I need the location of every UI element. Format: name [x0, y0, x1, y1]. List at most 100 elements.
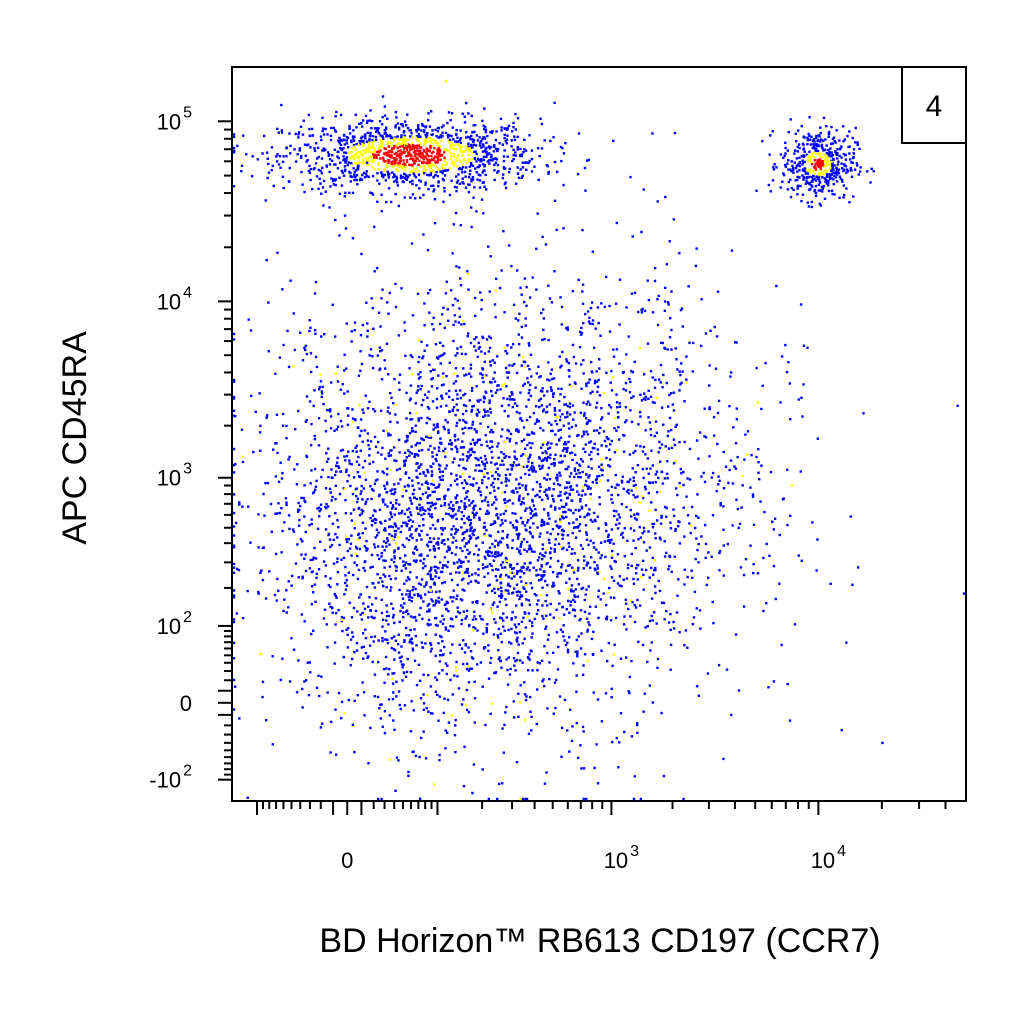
data-point — [845, 168, 849, 171]
data-point — [409, 513, 413, 517]
data-point — [640, 568, 644, 571]
data-point — [450, 443, 453, 446]
data-point — [649, 649, 652, 652]
data-point — [526, 433, 529, 436]
data-point — [306, 158, 309, 162]
data-point — [336, 425, 340, 428]
data-point — [740, 506, 743, 509]
data-point — [498, 474, 501, 477]
data-point — [738, 522, 742, 525]
data-point — [730, 713, 733, 717]
data-point — [507, 479, 510, 482]
data-point — [542, 617, 545, 620]
data-point — [381, 625, 384, 628]
data-point — [825, 182, 829, 185]
data-point — [498, 600, 502, 604]
data-point — [383, 487, 387, 490]
data-point — [410, 452, 414, 455]
data-point — [588, 612, 591, 615]
data-point — [281, 471, 284, 475]
data-point — [767, 183, 771, 187]
data-point — [396, 154, 399, 158]
data-point — [519, 147, 522, 151]
data-point — [535, 247, 538, 251]
data-point — [813, 140, 816, 143]
data-point — [393, 139, 396, 142]
data-point — [491, 130, 494, 133]
data-point — [232, 618, 236, 621]
data-point — [589, 487, 592, 490]
data-point — [404, 459, 408, 462]
data-point — [390, 149, 393, 152]
data-point — [485, 153, 489, 157]
data-point — [457, 143, 461, 146]
data-point — [798, 156, 801, 159]
data-point — [567, 361, 571, 365]
data-point — [460, 168, 464, 171]
data-point — [417, 128, 420, 131]
data-point — [524, 472, 527, 476]
data-point — [674, 425, 677, 429]
data-point — [369, 151, 373, 154]
data-point — [544, 627, 547, 631]
data-point — [431, 170, 435, 173]
data-point — [625, 490, 629, 493]
data-point — [463, 530, 466, 534]
data-point — [772, 165, 775, 169]
data-point — [810, 200, 814, 204]
data-point — [281, 412, 285, 416]
data-point — [486, 134, 489, 138]
data-point — [466, 332, 470, 335]
data-point — [552, 616, 555, 619]
data-point — [330, 177, 333, 180]
data-point — [362, 691, 366, 694]
data-point — [610, 553, 614, 557]
data-point — [641, 496, 645, 500]
data-point — [418, 524, 421, 528]
data-point — [581, 435, 584, 438]
data-point — [663, 346, 666, 350]
data-point — [606, 539, 610, 543]
data-point — [511, 567, 514, 571]
data-point — [369, 191, 372, 194]
data-point — [796, 145, 800, 149]
data-point — [520, 364, 523, 367]
data-point — [386, 410, 390, 413]
data-point — [559, 494, 562, 497]
data-point — [472, 196, 475, 199]
data-point — [368, 354, 371, 357]
data-point — [372, 146, 375, 149]
data-point — [413, 159, 416, 163]
data-point — [439, 154, 442, 158]
data-point — [381, 288, 384, 291]
data-point — [749, 486, 752, 489]
data-point — [344, 227, 348, 230]
data-point — [389, 489, 392, 492]
data-point — [587, 419, 591, 422]
data-point — [449, 146, 452, 149]
data-point — [598, 474, 601, 478]
data-point — [566, 415, 569, 418]
data-point — [347, 474, 351, 477]
data-point — [663, 300, 667, 303]
data-point — [432, 462, 435, 465]
data-point — [557, 387, 560, 390]
data-point — [389, 433, 392, 437]
data-point — [314, 485, 318, 488]
data-point — [471, 138, 474, 141]
data-point — [787, 168, 790, 171]
data-point — [708, 455, 711, 458]
data-point — [569, 384, 573, 388]
data-point — [584, 493, 587, 496]
data-point — [540, 466, 544, 470]
data-point — [819, 173, 823, 177]
data-point — [558, 602, 561, 605]
data-point — [447, 389, 451, 393]
data-point — [430, 168, 434, 172]
data-point — [320, 138, 323, 142]
data-point — [466, 272, 469, 276]
data-point — [377, 162, 380, 165]
data-point — [666, 460, 669, 463]
data-point — [501, 384, 504, 387]
data-point — [477, 573, 480, 577]
